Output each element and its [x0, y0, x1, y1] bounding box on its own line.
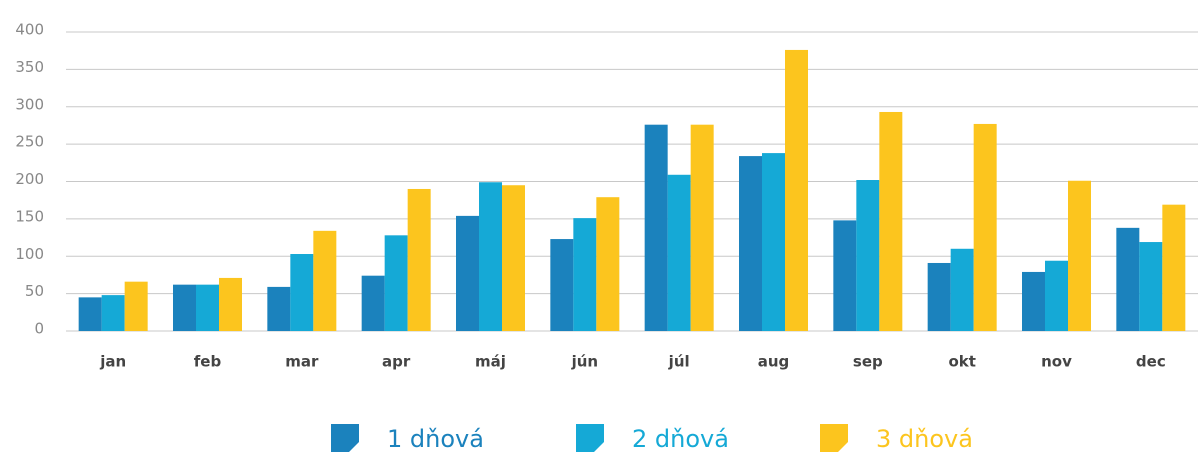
x-tick-label: nov	[1041, 353, 1072, 371]
bar	[502, 185, 525, 331]
bar	[78, 297, 102, 331]
x-tick-label: sep	[853, 353, 883, 371]
bar	[313, 230, 337, 331]
y-tick-label: 350	[15, 58, 44, 76]
bar	[667, 174, 691, 331]
bar	[219, 277, 242, 331]
bar	[1139, 242, 1163, 331]
legend-label: 1 dňová	[387, 425, 484, 452]
bar	[384, 235, 408, 331]
y-tick-label: 50	[25, 282, 44, 300]
bar	[101, 295, 125, 331]
bar	[456, 215, 479, 331]
bar	[762, 153, 785, 331]
x-tick-label: jan	[99, 353, 126, 371]
x-tick-label: mar	[285, 353, 319, 371]
bar	[290, 254, 314, 331]
bar	[833, 220, 857, 331]
legend-label: 3 dňová	[876, 425, 973, 452]
y-tick-label: 0	[34, 320, 44, 338]
y-tick-label: 400	[15, 21, 44, 39]
x-tick-label: máj	[475, 353, 506, 371]
legend-label: 2 dňová	[632, 425, 729, 452]
bar	[739, 156, 762, 331]
y-tick-label: 300	[15, 95, 44, 113]
y-tick-label: 150	[15, 207, 44, 225]
bar	[927, 262, 951, 331]
bar	[196, 284, 219, 331]
bar	[407, 188, 431, 331]
x-tick-label: aug	[758, 353, 790, 371]
y-tick-label: 100	[15, 245, 44, 263]
bar	[173, 284, 196, 331]
bar	[644, 124, 668, 331]
bar	[1162, 204, 1186, 331]
y-tick-label: 250	[15, 133, 44, 151]
bar	[690, 124, 714, 331]
bar	[361, 275, 385, 331]
bar	[950, 248, 974, 331]
x-tick-label: júl	[668, 353, 690, 371]
bar	[1022, 271, 1045, 331]
x-tick-label: okt	[948, 353, 975, 371]
bar	[550, 239, 574, 331]
bar	[1116, 227, 1140, 331]
legend-swatch	[331, 424, 359, 452]
y-tick-label: 200	[15, 170, 44, 188]
bar	[973, 123, 997, 331]
bar	[573, 218, 597, 331]
x-tick-label: dec	[1136, 353, 1166, 371]
legend-swatch	[820, 424, 848, 452]
x-tick-label: jún	[571, 353, 599, 371]
bar	[1068, 180, 1091, 331]
bar	[596, 197, 620, 331]
x-tick-label: feb	[194, 353, 222, 371]
bar	[124, 281, 148, 331]
bar	[879, 111, 903, 331]
bar	[785, 49, 808, 331]
legend-swatch	[576, 424, 604, 452]
bar	[1045, 260, 1068, 331]
x-tick-label: apr	[382, 353, 411, 371]
bar	[267, 286, 291, 331]
bar	[856, 180, 880, 331]
bar	[479, 182, 502, 331]
